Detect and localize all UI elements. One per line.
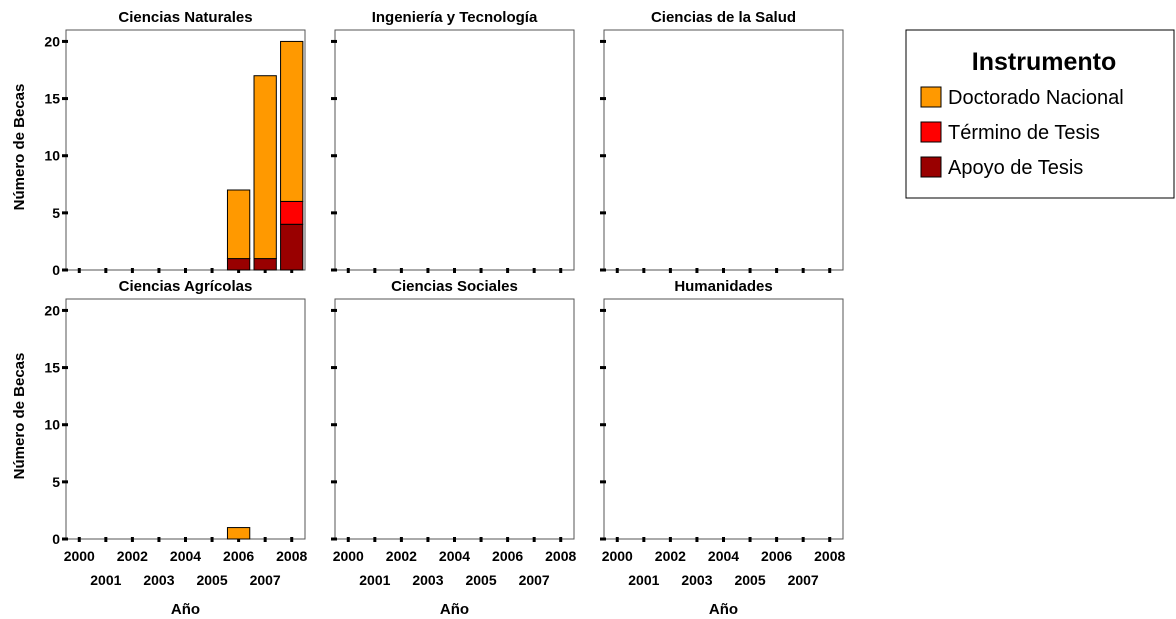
panel-6-xtick-label: 2005 [734,572,765,588]
panel-4-bar-doctorado-2006 [226,527,251,540]
panel-4-xtick-label: 2007 [250,572,281,588]
panel-5-xtick-label: 2004 [439,548,470,564]
panel-5-xtick-label: 2001 [359,572,390,588]
panel-4-xtick-label: 2003 [143,572,174,588]
panel-1-bar-termino-2008 [280,200,304,225]
panel-2: Ingeniería y Tecnología [331,9,575,273]
panel-5-xtick-label: 2007 [519,572,550,588]
panel-4-frame [65,298,306,540]
panel-4-xtick-label: 2005 [196,572,227,588]
panel-2-frame [334,29,575,271]
panel-1: Ciencias Naturales 0 5 10 15 20 Número de Beca… [11,9,306,278]
panel-4-xtick-label: 2001 [90,572,121,588]
panel-4-xtick-label: 2000 [64,548,95,564]
panel-6: Humanidades 2000 2002 2004 2006 2008 2001 2003 2… [600,278,846,618]
legend-item-doctorado: Doctorado Nacional [920,86,1124,109]
panel-5-xtick-label: 2005 [465,572,496,588]
panel-4-ytick-label: 5 [52,474,60,490]
panel-6-xtick-label: 2004 [708,548,739,564]
legend-swatch-apoyo [920,156,942,178]
panel-4: Ciencias Agrícolas 0 5 10 15 20 2000 2002 2004 20… [11,278,308,618]
panel-6-xtick-label: 2000 [602,548,633,564]
panel-5: Ciencias Sociales 2000 2002 2004 2006 2008 200… [331,278,577,618]
panel-1-bar-apoyo-2008 [280,223,304,271]
panel-1-ytick-label: 10 [44,148,60,164]
panel-5-xtick-label: 2003 [412,572,443,588]
panel-3: Ciencias de la Salud [600,9,844,273]
panel-4-xtick-label: 2008 [276,548,307,564]
panel-4-xtick-label: 2002 [117,548,148,564]
panel-6-xtick-label: 2008 [814,548,845,564]
panel-1-ytick-label: 5 [52,205,60,221]
legend-title: Instrumento [972,48,1116,76]
panel-1-bar-doctorado-2008 [280,40,304,202]
panel-4-yaxis-title: Número de Becas [11,353,28,480]
panel-1-title: Ciencias Naturales [118,9,252,26]
legend: Instrumento Doctorado Nacional Término d… [905,29,1175,199]
panel-3-frame [603,29,844,271]
panel-4-xaxis-title: Año [171,601,200,618]
panel-6-frame [603,298,844,540]
panel-6-xtick-label: 2001 [628,572,659,588]
panel-4-xtick-label: 2004 [170,548,201,564]
panel-5-title: Ciencias Sociales [391,278,518,295]
panel-5-xtick-label: 2008 [545,548,576,564]
panel-1-bar-apoyo-2006 [226,258,251,271]
panel-5-xtick-label: 2006 [492,548,523,564]
panel-2-title: Ingeniería y Tecnología [372,9,538,26]
panel-5-xaxis-title: Año [440,601,469,618]
panel-5-xtick-label: 2000 [333,548,364,564]
facet-panels: Ciencias Naturales 0 5 10 15 20 Número de Beca… [11,9,846,618]
panel-6-title: Humanidades [674,278,772,295]
panel-1-ytick-label: 15 [44,91,60,107]
panel-3-title: Ciencias de la Salud [651,9,796,26]
legend-label-apoyo: Apoyo de Tesis [948,157,1083,179]
panel-5-xtick-label: 2002 [386,548,417,564]
panel-6-xtick-label: 2007 [788,572,819,588]
panel-4-ytick-label: 15 [44,360,60,376]
panel-4-ytick-label: 0 [52,531,60,547]
legend-label-doctorado: Doctorado Nacional [948,87,1124,109]
panel-6-xtick-label: 2003 [681,572,712,588]
panel-1-ytick-label: 20 [44,33,60,49]
legend-label-termino: Término de Tesis [948,122,1100,144]
legend-swatch-doctorado [920,86,942,108]
panel-6-xaxis-title: Año [709,601,738,618]
panel-4-xtick-label: 2006 [223,548,254,564]
panel-4-ytick-label: 10 [44,417,60,433]
panel-1-bar-doctorado-2007 [253,75,277,260]
legend-swatch-termino [920,121,942,143]
panel-1-yaxis-title: Número de Becas [11,84,28,211]
legend-box [905,29,1175,199]
panel-4-ytick-label: 20 [44,302,60,318]
panel-4-title: Ciencias Agrícolas [119,278,253,295]
panel-1-bar-doctorado-2006 [226,189,251,260]
panel-6-xtick-label: 2002 [655,548,686,564]
panel-1-bar-apoyo-2007 [253,258,277,271]
legend-item-termino: Término de Tesis [920,121,1100,144]
panel-6-xtick-label: 2006 [761,548,792,564]
legend-item-apoyo: Apoyo de Tesis [920,156,1083,179]
panel-5-frame [334,298,575,540]
panel-1-ytick-label: 0 [52,262,60,278]
